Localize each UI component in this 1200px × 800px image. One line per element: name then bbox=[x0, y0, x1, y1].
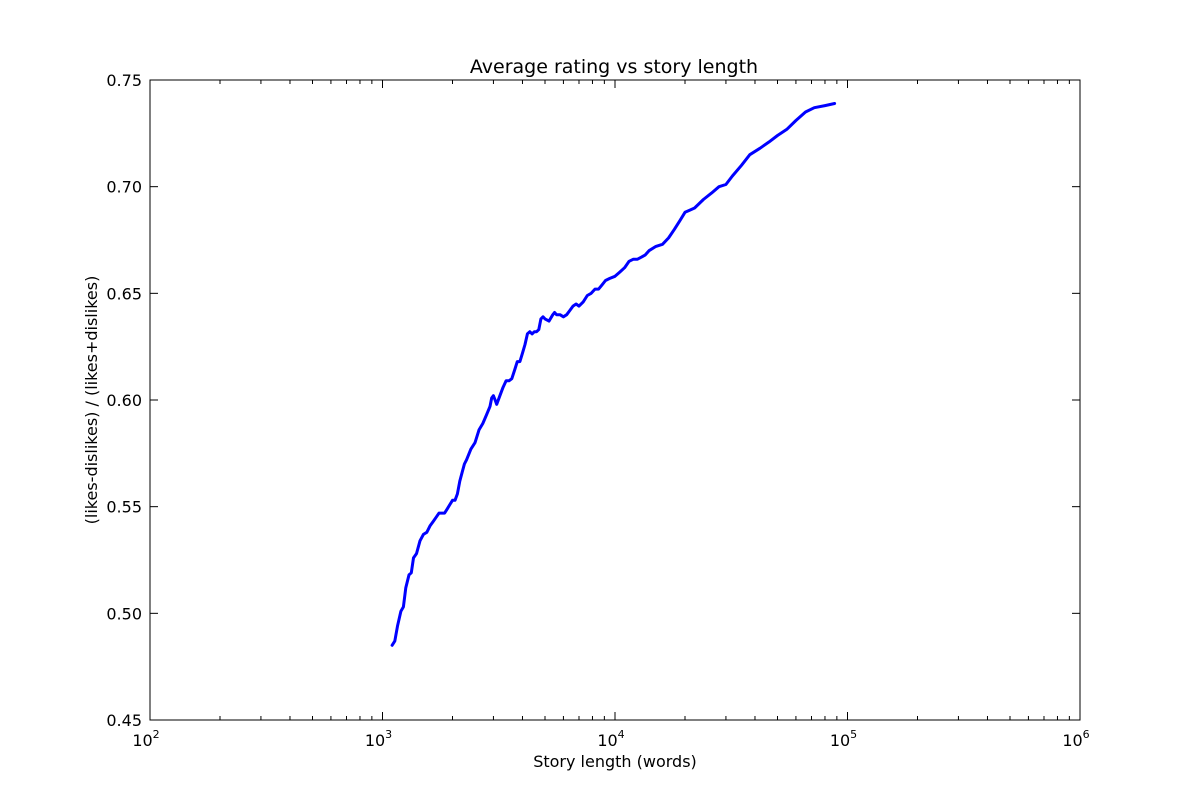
y-tick-label: 0.75 bbox=[106, 71, 142, 90]
y-tick-label: 0.55 bbox=[106, 498, 142, 517]
y-tick-label: 0.65 bbox=[106, 284, 142, 303]
x-tick-label: 103 bbox=[365, 728, 392, 750]
y-tick-label: 0.45 bbox=[106, 711, 142, 730]
x-axis: 102 103 104 105 106 bbox=[132, 80, 1090, 750]
chart-title: Average rating vs story length bbox=[470, 56, 758, 78]
y-tick-label: 0.70 bbox=[106, 178, 142, 197]
x-axis-label: Story length (words) bbox=[533, 752, 697, 771]
x-tick-label: 105 bbox=[830, 728, 857, 750]
y-axis: 0.45 0.50 0.55 0.60 0.65 0.70 0.75 bbox=[106, 71, 1080, 730]
y-axis-label: (likes-dislikes) / (likes+dislikes) bbox=[82, 276, 101, 525]
x-tick-label: 106 bbox=[1062, 728, 1089, 750]
plot-frame bbox=[149, 79, 1081, 721]
y-tick-label: 0.60 bbox=[106, 391, 142, 410]
x-tick-label: 104 bbox=[597, 728, 624, 750]
y-tick-label: 0.50 bbox=[106, 604, 142, 623]
series-line bbox=[390, 102, 837, 647]
x-tick-label: 102 bbox=[132, 728, 159, 750]
